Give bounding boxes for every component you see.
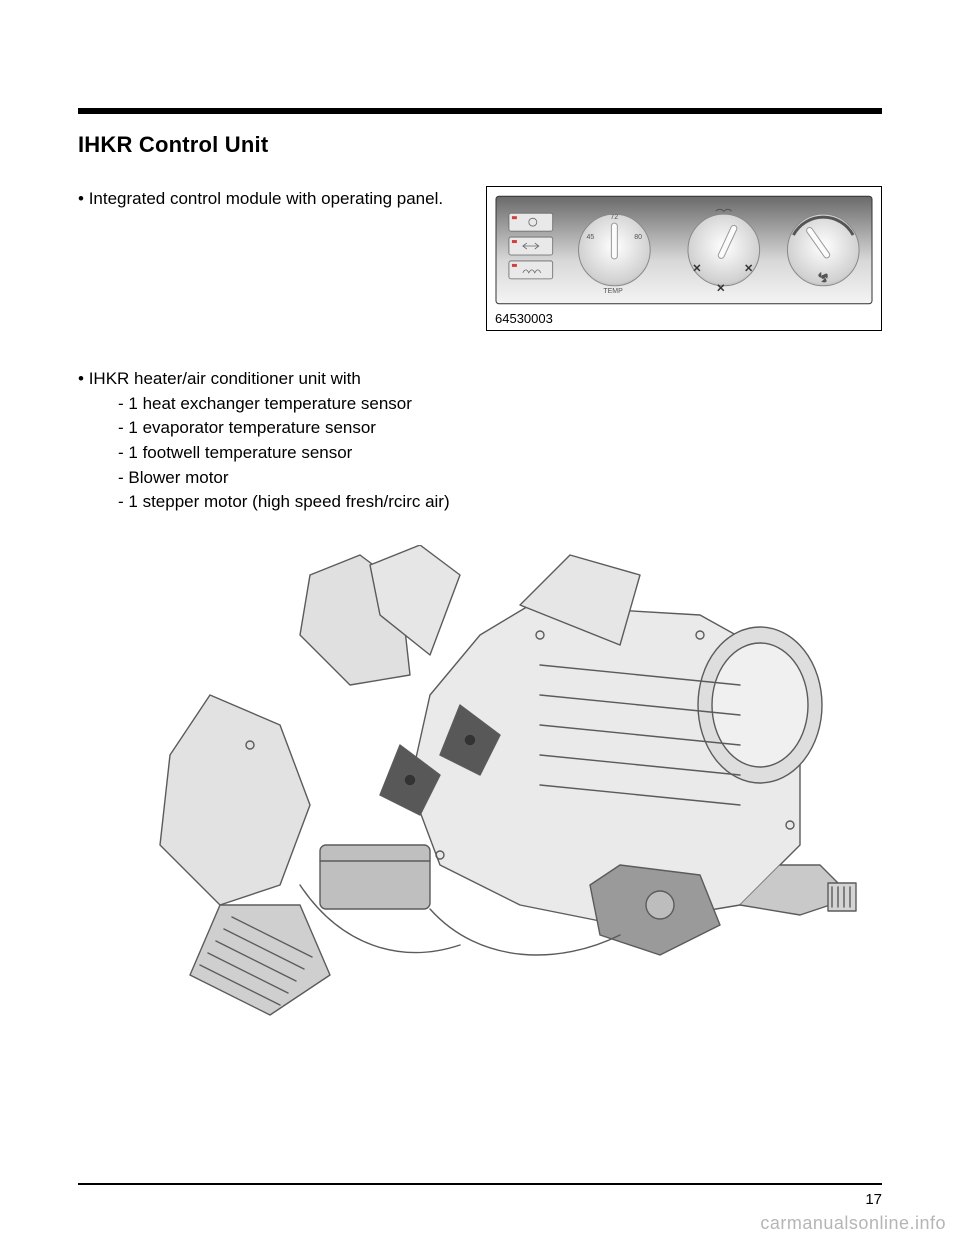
sub-item: 1 footwell temperature sensor <box>118 441 882 466</box>
content-area: IHKR Control Unit Integrated control mod… <box>78 60 882 1045</box>
mechanical-diagram-wrap <box>78 545 882 1045</box>
sub-item: 1 evaporator temperature sensor <box>118 416 882 441</box>
temp-bottom-label: TEMP <box>603 288 623 295</box>
page-title: IHKR Control Unit <box>78 132 882 158</box>
page-number: 17 <box>865 1191 882 1208</box>
control-panel-svg: 45 72 80 TEMP <box>495 195 873 305</box>
intro-text: Integrated control module with operating… <box>78 186 474 211</box>
sub-item: 1 stepper motor (high speed fresh/rcirc … <box>118 490 882 515</box>
hvac-assembly-svg <box>100 545 860 1045</box>
page: IHKR Control Unit Integrated control mod… <box>0 0 960 1242</box>
fan-dial <box>787 214 859 286</box>
sub-item: 1 heat exchanger temperature sensor <box>118 392 882 417</box>
temp-right-label: 80 <box>634 234 642 241</box>
control-panel-figure: 45 72 80 TEMP <box>486 186 882 331</box>
hvac-unit-label: IHKR heater/air conditioner unit with <box>89 369 361 388</box>
bullet-hvac-unit: IHKR heater/air conditioner unit with 1 … <box>78 367 882 515</box>
figure-caption: 64530003 <box>495 311 873 326</box>
watermark: carmanualsonline.info <box>760 1213 946 1234</box>
temp-left-label: 45 <box>587 234 595 241</box>
row-intro: Integrated control module with operating… <box>78 186 882 331</box>
button-stack <box>509 213 553 279</box>
sub-item: Blower motor <box>118 466 882 491</box>
temp-center-label: 72 <box>610 214 618 221</box>
top-rule <box>78 108 882 114</box>
component-list: IHKR heater/air conditioner unit with 1 … <box>78 367 882 515</box>
bullet-integrated-control: Integrated control module with operating… <box>78 188 474 211</box>
footer: 17 <box>78 1183 882 1208</box>
